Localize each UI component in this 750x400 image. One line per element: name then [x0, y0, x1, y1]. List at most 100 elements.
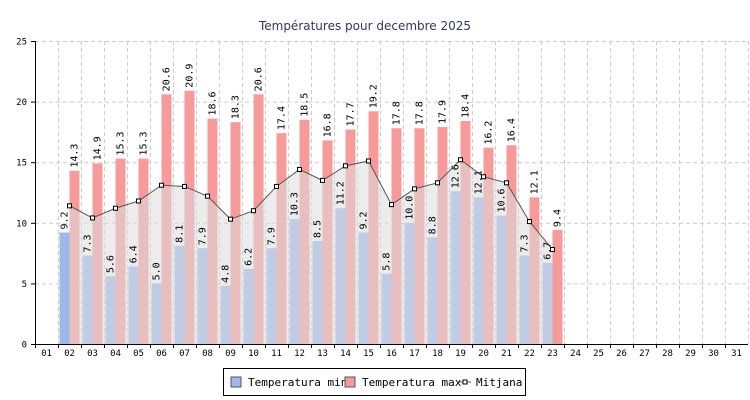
mean-point [113, 205, 118, 211]
min-value-label: 6.4 [129, 245, 140, 263]
mean-point [366, 158, 371, 164]
max-bar [552, 230, 563, 344]
x-tick-label: 31 [731, 349, 742, 359]
min-value-label: 7.9 [267, 227, 278, 245]
max-value-label: 14.3 [70, 144, 81, 168]
max-value-label: 15.3 [116, 131, 127, 155]
mean-point [228, 216, 233, 222]
min-value-label: 4.8 [221, 265, 232, 283]
mean-point [389, 202, 394, 208]
min-value-label: 8.8 [428, 216, 439, 234]
min-value-label: 12.1 [474, 170, 485, 194]
y-tick-label: 10 [16, 219, 27, 229]
min-value-label: 10.0 [405, 196, 416, 220]
min-value-label: 9.2 [60, 211, 71, 229]
x-tick-label: 15 [363, 349, 374, 359]
x-tick-label: 08 [202, 349, 213, 359]
x-tick-label: 28 [662, 349, 673, 359]
max-value-label: 20.9 [185, 64, 196, 88]
x-tick-label: 17 [409, 349, 420, 359]
min-value-label: 7.9 [198, 227, 209, 245]
x-tick-label: 21 [501, 349, 512, 359]
min-value-label: 10.3 [290, 192, 301, 216]
x-tick-label: 02 [64, 349, 75, 359]
legend-mean-label: Mitjana [476, 376, 522, 389]
max-value-label: 20.6 [254, 67, 265, 91]
mean-point [458, 157, 463, 163]
x-tick-label: 30 [708, 349, 719, 359]
x-tick-label: 16 [386, 349, 397, 359]
min-value-label: 5.8 [382, 253, 393, 271]
min-value-label: 5.0 [152, 262, 163, 280]
min-value-label: 5.6 [106, 255, 117, 273]
x-tick-label: 14 [340, 349, 351, 359]
legend-max-label: Temperatura max [362, 376, 462, 389]
max-value-label: 17.8 [392, 101, 403, 125]
mean-area-fill [69, 159, 553, 344]
mean-point [412, 186, 417, 192]
mean-point [297, 166, 302, 172]
min-value-label: 7.3 [520, 234, 531, 252]
x-tick-label: 18 [432, 349, 443, 359]
y-tick-label: 25 [16, 38, 27, 48]
y-tick-label: 0 [22, 341, 27, 351]
y-tick-label: 5 [22, 280, 27, 290]
mean-point [205, 193, 210, 199]
max-value-label: 18.4 [461, 94, 472, 118]
mean-line [69, 159, 553, 250]
min-value-label: 8.5 [313, 220, 324, 238]
bar-labels: 9.2 7.3 5.6 6.4 5.0 8.1 7.9 4.8 6.2 7.9 10.3 8.5 11.… [60, 64, 564, 283]
min-value-label: 10.6 [497, 188, 508, 212]
x-tick-label: 27 [639, 349, 650, 359]
min-value-label: 6.2 [244, 248, 255, 266]
mean-point [504, 180, 509, 186]
mean-point [481, 174, 486, 180]
y-tick-label: 20 [16, 98, 27, 108]
max-value-label: 18.6 [208, 91, 219, 115]
mean-area [67, 157, 555, 344]
x-tick-label: 13 [317, 349, 328, 359]
x-tick-label: 01 [41, 349, 52, 359]
max-value-label: 20.6 [162, 67, 173, 91]
legend-min-label: Temperatura min [248, 376, 347, 389]
chart-title: Températures pour decembre 2025 [258, 19, 471, 33]
max-value-label: 18.3 [231, 95, 242, 119]
mean-point [527, 219, 532, 225]
max-value-label: 16.8 [323, 113, 334, 137]
max-value-label: 16.2 [484, 121, 495, 145]
x-tick-label: 06 [156, 349, 167, 359]
min-value-label: 11.2 [336, 181, 347, 205]
legend-min-swatch [230, 376, 242, 388]
mean-point [251, 208, 256, 214]
max-value-label: 12.1 [530, 170, 541, 194]
mean-point [343, 163, 348, 169]
mean-point [320, 177, 325, 183]
x-tick-label: 11 [271, 349, 282, 359]
x-tick-label: 26 [616, 349, 627, 359]
x-tick-label: 29 [685, 349, 696, 359]
x-tick-label: 07 [179, 349, 190, 359]
min-value-label: 6.7 [543, 242, 554, 260]
x-tick-label: 12 [294, 349, 305, 359]
max-value-label: 9.4 [553, 209, 564, 227]
x-tick-label: 19 [455, 349, 466, 359]
x-tick-label: 05 [133, 349, 144, 359]
max-value-label: 15.3 [139, 131, 150, 155]
min-value-label: 9.2 [359, 211, 370, 229]
min-value-label: 12.6 [451, 164, 462, 188]
x-tick-label: 03 [87, 349, 98, 359]
mean-point [159, 182, 164, 188]
x-tick-label: 24 [570, 349, 581, 359]
legend-mean-marker [462, 379, 468, 385]
mean-point [90, 215, 95, 221]
min-value-label: 8.1 [175, 225, 186, 243]
mean-point [182, 183, 187, 189]
max-value-label: 14.9 [93, 136, 104, 160]
x-tick-label: 04 [110, 349, 121, 359]
min-bar [59, 232, 70, 344]
x-tick-label: 23 [547, 349, 558, 359]
x-tick-label: 10 [248, 349, 259, 359]
max-value-label: 18.5 [300, 93, 311, 117]
